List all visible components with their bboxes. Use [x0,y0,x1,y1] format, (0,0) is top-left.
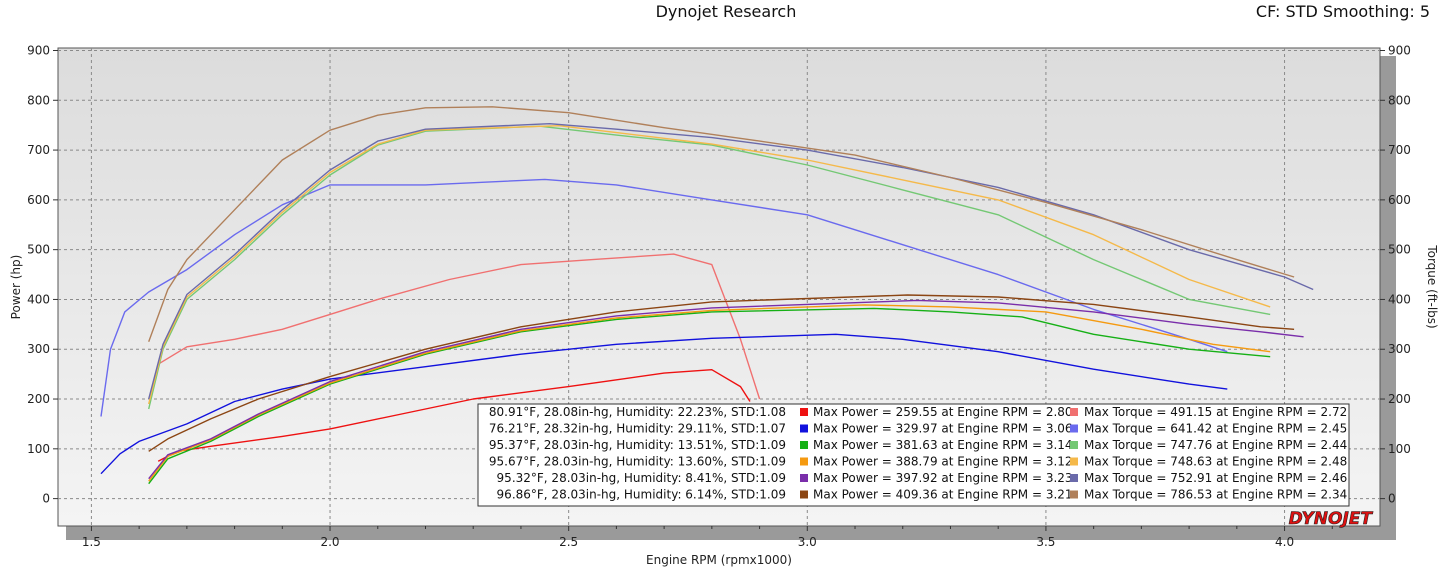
y-axis-label-left: Power (hp) [9,255,23,320]
legend-power-label: Max Power = 397.92 at Engine RPM = 3.23 [813,471,1073,485]
legend-torque-label: Max Torque = 491.15 at Engine RPM = 2.72 [1084,405,1347,419]
correction-factor-label: CF: STD Smoothing: 5 [1255,2,1430,21]
x-tick-label: 4.0 [1275,535,1294,549]
legend-swatch-power [800,441,808,449]
y-axis-label-right: Torque (ft-lbs) [1425,244,1439,328]
power-line-run-3 [148,307,1271,485]
legend-power-label: Max Power = 409.36 at Engine RPM = 3.21 [813,488,1073,502]
y-tick-label: 100 [27,442,50,456]
torque-line-run-2 [100,178,1228,417]
y-tick-label: 200 [27,392,50,406]
x-tick-label: 3.5 [1036,535,1055,549]
y-axis-ticks: 0 0 100 100 200 200 300 300 400 400 500 500 600 600 70… [27,43,1411,505]
page-title: Dynojet Research [655,2,797,21]
x-tick-label: 2.0 [320,535,339,549]
legend-conditions: 76.21°F, 28.32in-hg, Humidity: 29.11%, S… [489,422,786,436]
power-line-run-5 [148,299,1304,480]
legend-box [477,403,1350,507]
y-tick-label-right: 800 [1388,93,1411,107]
y-tick-label-right: 400 [1388,292,1411,306]
legend-torque-label: Max Torque = 786.53 at Engine RPM = 2.34 [1084,488,1347,502]
legend-conditions: 96.86°F, 28.03in-hg, Humidity: 6.14%, ST… [497,488,786,502]
power-line-run-6 [148,294,1295,452]
torque-line-run-4 [148,125,1271,405]
legend-conditions: 95.32°F, 28.03in-hg, Humidity: 8.41%, ST… [497,471,786,485]
dynojet-logo: DYNOJET [1289,509,1374,529]
y-tick-label-right: 900 [1388,43,1411,57]
legend-swatch-power [800,408,808,416]
legend-power-label: Max Power = 381.63 at Engine RPM = 3.14 [813,438,1073,452]
legend-swatch-torque [1070,490,1078,499]
y-tick-label: 600 [27,193,50,207]
legend-swatch-torque [1070,457,1078,466]
legend-swatch-power [800,424,808,433]
series-group [100,106,1314,485]
legend-swatch-torque [1070,441,1078,449]
y-tick-label-right: 200 [1388,392,1411,406]
y-tick-label: 700 [27,143,50,157]
legend-power-label: Max Power = 259.55 at Engine RPM = 2.80 [813,405,1073,419]
legend-torque-label: Max Torque = 752.91 at Engine RPM = 2.46 [1084,471,1347,485]
legend-conditions: 80.91°F, 28.08in-hg, Humidity: 22.23%, S… [489,405,786,419]
y-tick-label-right: 600 [1388,193,1411,207]
legend-conditions: 95.37°F, 28.03in-hg, Humidity: 13.51%, S… [489,438,786,452]
legend-conditions: 95.67°F, 28.03in-hg, Humidity: 13.60%, S… [489,455,786,469]
legend-power-label: Max Power = 329.97 at Engine RPM = 3.06 [813,422,1073,436]
x-axis-ticks: 1.5 2.0 2.5 3.0 3.5 4.0 [82,526,1333,549]
y-tick-label-right: 500 [1388,243,1411,257]
legend-swatch-torque [1070,408,1078,416]
y-tick-label: 300 [27,342,50,356]
y-tick-label: 0 [42,492,50,506]
power-line-run-1 [157,369,751,462]
legend-torque-label: Max Torque = 641.42 at Engine RPM = 2.45 [1084,422,1347,436]
y-tick-label-right: 300 [1388,342,1411,356]
x-axis-label: Engine RPM (rpmx1000) [646,553,792,567]
y-tick-label-right: 100 [1388,442,1411,456]
torque-line-run-6 [148,106,1295,343]
legend-torque-label: Max Torque = 748.63 at Engine RPM = 2.48 [1084,455,1347,469]
y-tick-label-right: 0 [1388,492,1396,506]
legend-swatch-power [800,457,808,466]
legend-swatch-power [800,474,808,482]
power-line-run-4 [148,304,1271,482]
legend-torque-label: Max Torque = 747.76 at Engine RPM = 2.44 [1084,438,1347,452]
y-tick-label: 400 [27,292,50,306]
y-tick-label-right: 700 [1388,143,1411,157]
x-tick-label: 3.0 [798,535,817,549]
torque-line-run-1 [157,253,761,400]
legend-swatch-power [800,490,808,499]
y-tick-label: 500 [27,243,50,257]
legend-power-label: Max Power = 388.79 at Engine RPM = 3.12 [813,455,1073,469]
legend: 80.91°F, 28.08in-hg, Humidity: 22.23%, S… [477,403,1350,507]
x-tick-label: 2.5 [559,535,578,549]
legend-swatch-torque [1070,424,1078,433]
y-tick-label: 800 [27,93,50,107]
x-tick-label: 1.5 [82,535,101,549]
y-tick-label: 900 [27,43,50,57]
power-line-run-2 [100,333,1228,475]
legend-swatch-torque [1070,474,1078,482]
